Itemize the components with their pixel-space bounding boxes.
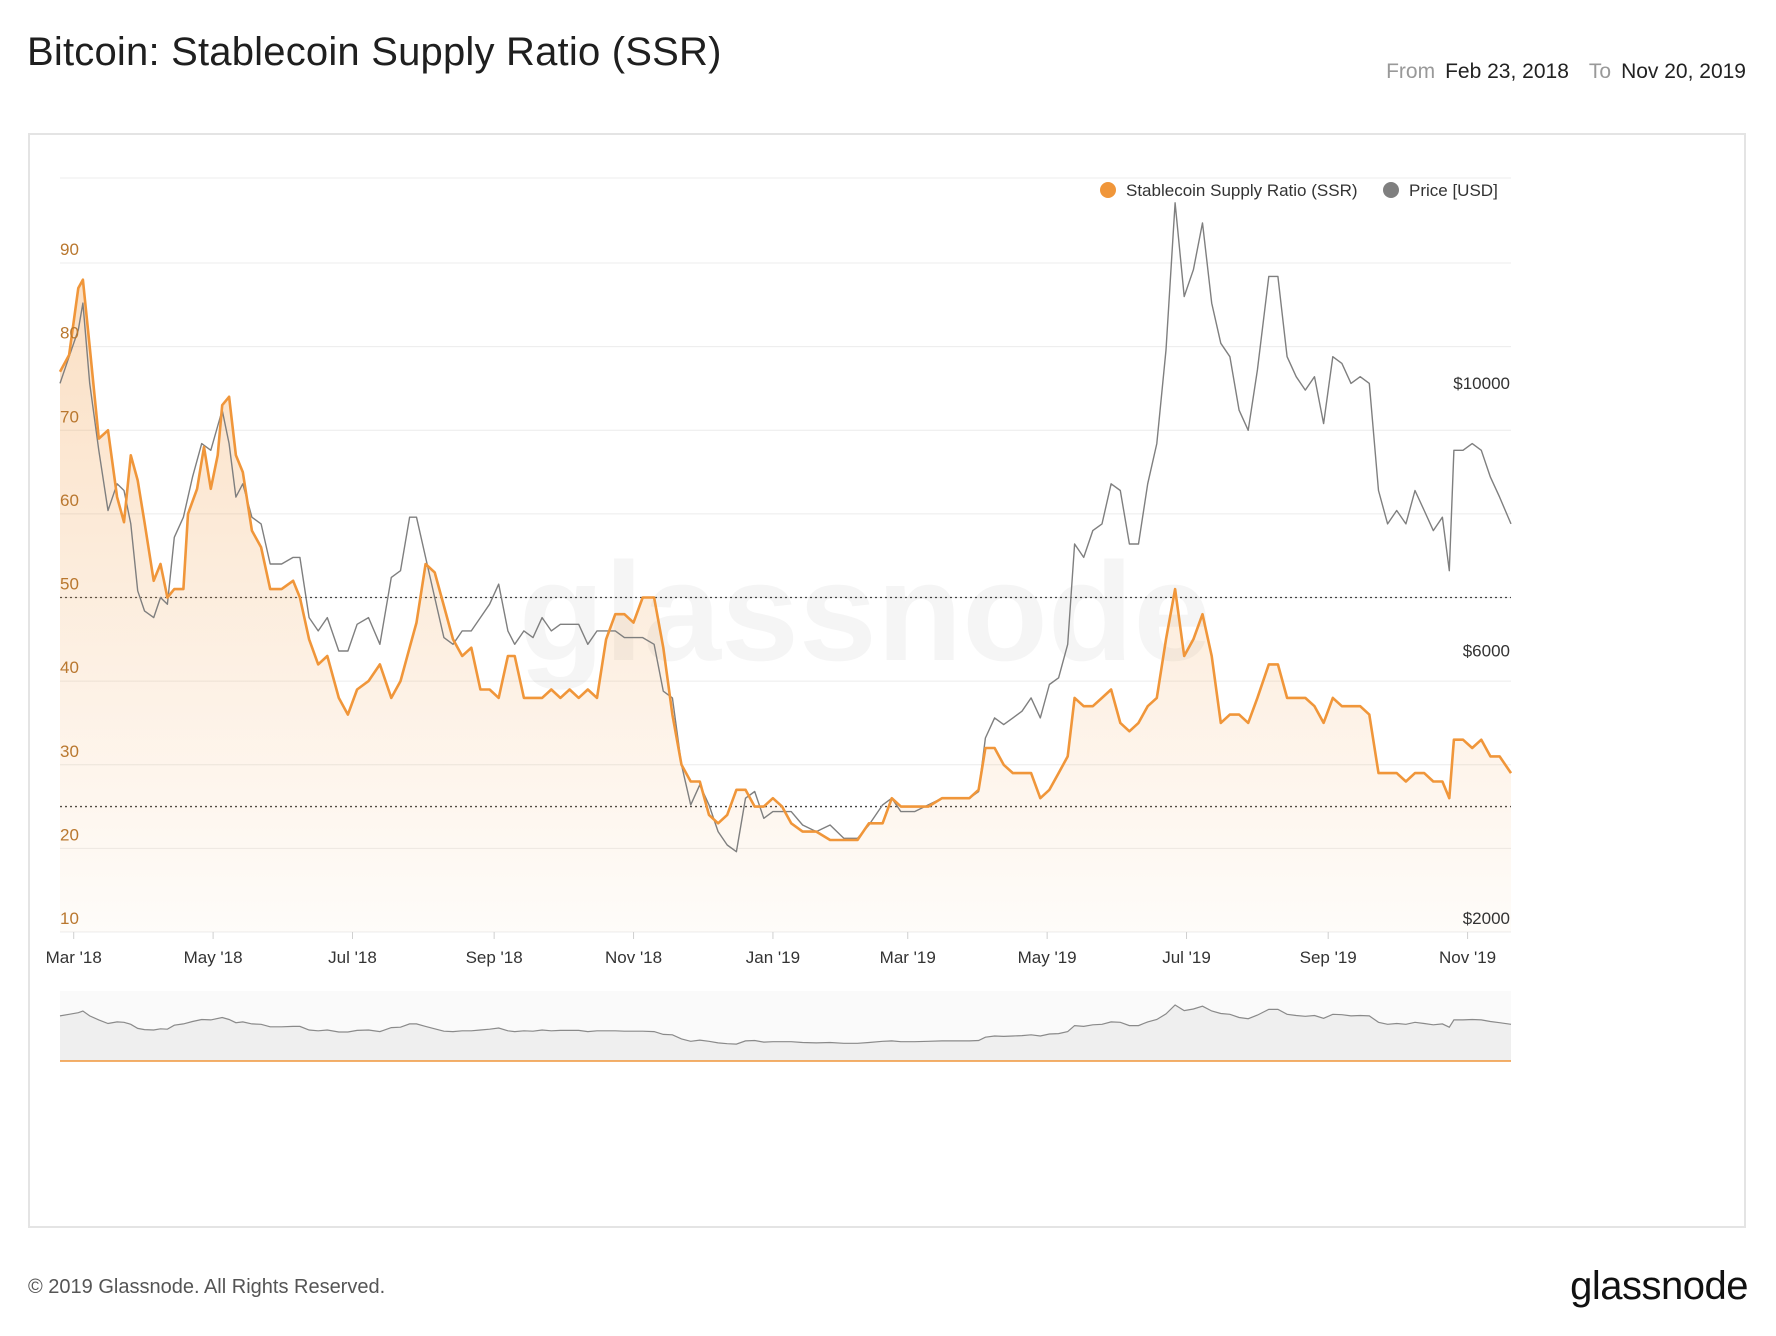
x-tick-label: May '19: [1018, 948, 1077, 967]
date-range[interactable]: From Feb 23, 2018 To Nov 20, 2019: [1386, 60, 1746, 84]
legend-price-label: Price [USD]: [1409, 181, 1498, 200]
y-left-tick-label: 30: [60, 742, 79, 761]
x-tick-label: Sep '18: [466, 948, 523, 967]
to-date[interactable]: Nov 20, 2019: [1621, 60, 1746, 83]
ssr-area: [60, 279, 1511, 932]
y-right-tick-label: $10000: [1453, 374, 1510, 393]
navigator-area: [60, 1005, 1511, 1061]
x-tick-label: Jul '19: [1162, 948, 1211, 967]
y-left-tick-label: 50: [60, 575, 79, 594]
y-right-tick-label: $6000: [1463, 641, 1510, 660]
price-line: [59, 202, 1512, 853]
x-tick-label: Sep '19: [1300, 948, 1357, 967]
x-tick-label: Mar '18: [46, 948, 102, 967]
from-date[interactable]: Feb 23, 2018: [1445, 60, 1569, 83]
x-tick-label: May '18: [184, 948, 243, 967]
x-tick-label: Nov '18: [605, 948, 662, 967]
brand-logo: glassnode: [1570, 1264, 1748, 1308]
legend: Stablecoin Supply Ratio (SSR) Price [USD]: [1100, 181, 1498, 200]
to-label: To: [1588, 60, 1612, 83]
y-left-tick-label: 70: [60, 407, 79, 426]
chart-title: Bitcoin: Stablecoin Supply Ratio (SSR): [27, 30, 722, 74]
legend-ssr-marker: [1100, 182, 1116, 198]
from-label: From: [1386, 60, 1436, 83]
copyright-text: © 2019 Glassnode. All Rights Reserved.: [28, 1276, 386, 1298]
navigator-price-line: [59, 1004, 1512, 1045]
y-left-tick-label: 90: [60, 240, 79, 259]
y-left-tick-label: 20: [60, 825, 79, 844]
ssr-chart[interactable]: glassnode 102030405060708090$2000$6000$1…: [30, 135, 1744, 1226]
series-layer: [58, 202, 1513, 932]
legend-price-marker: [1383, 182, 1399, 198]
x-tick-label: Mar '19: [880, 948, 936, 967]
x-tick-label: Jan '19: [746, 948, 800, 967]
legend-ssr-label: Stablecoin Supply Ratio (SSR): [1126, 181, 1358, 200]
x-tick-label: Nov '19: [1439, 948, 1496, 967]
x-tick-label: Jul '18: [328, 948, 377, 967]
y-right-tick-label: $2000: [1463, 909, 1510, 928]
y-left-tick-label: 10: [60, 909, 79, 928]
axis-labels: 10 20 30 40 50 60 70 80 90 $2000 $6000 $10000 Mar '1…: [46, 240, 1510, 967]
y-left-tick-label: 40: [60, 658, 79, 677]
navigator-overview[interactable]: [59, 991, 1512, 1062]
chart-panel: glassnode 10 20 30 40 50 60 70 80 90 $2000 $6000 $1…: [28, 133, 1746, 1228]
ssr-line: [58, 278, 1513, 842]
y-left-tick-label: 80: [60, 324, 79, 343]
y-left-tick-label: 60: [60, 491, 79, 510]
